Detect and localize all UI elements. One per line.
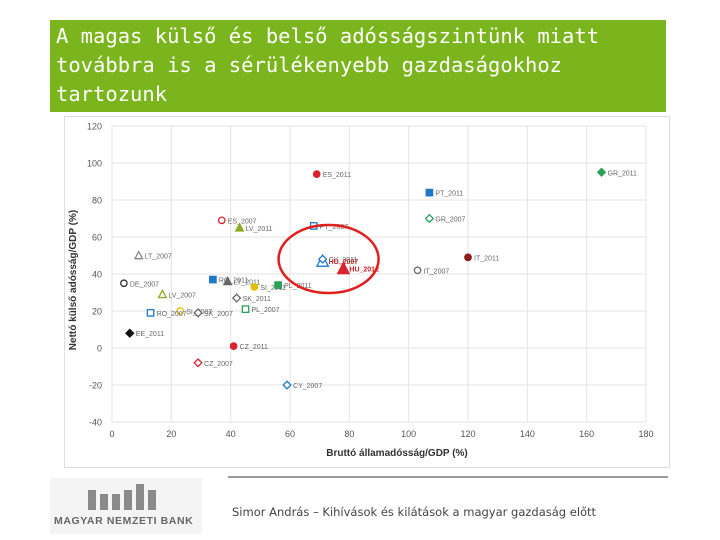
data-label: PT_2007: [320, 224, 349, 231]
slide-title: A magas külső és belső adósságszintünk m…: [56, 24, 600, 106]
data-point: [336, 261, 351, 275]
data-label: CZ_2007: [204, 361, 233, 368]
data-label: SK_2011: [243, 296, 271, 303]
x-tick-label: 140: [520, 429, 535, 439]
chart-frame: [64, 116, 670, 468]
data-point: [274, 281, 282, 289]
data-point: [231, 293, 242, 303]
x-tick-label: 160: [579, 429, 594, 439]
data-point: [234, 222, 245, 232]
y-tick-label: 120: [87, 122, 102, 132]
data-label: PT_2011: [435, 191, 463, 198]
data-label: SI_2011: [260, 285, 286, 292]
data-point: [176, 307, 185, 315]
x-tick-label: 80: [344, 429, 354, 439]
data-point: [222, 276, 233, 286]
x-tick-label: 100: [401, 429, 416, 439]
data-label: ES_2011: [323, 172, 351, 179]
x-tick-label: 20: [166, 429, 176, 439]
data-label: PL_2007: [252, 307, 280, 314]
data-label: GR_2007: [435, 217, 465, 224]
data-label: LV_2011: [246, 226, 273, 233]
data-point: [120, 279, 128, 288]
footer-text: Simor András – Kihívások és kilátások a …: [232, 505, 597, 519]
data-label: GR_2011: [608, 170, 638, 177]
data-label: DE_2007: [130, 281, 159, 288]
data-label: RO_2007: [157, 311, 187, 318]
data-label: LT_2011: [234, 279, 261, 286]
data-point: [464, 253, 472, 262]
data-point: [317, 254, 328, 264]
y-tick-label: 20: [92, 307, 102, 317]
data-point: [193, 358, 203, 368]
data-label: IT_2007: [424, 268, 450, 275]
data-point: [133, 250, 144, 260]
data-label: CY_2011: [329, 257, 358, 264]
y-tick-label: 100: [87, 159, 102, 169]
x-axis-label: Bruttó államadósság/GDP (%): [326, 448, 468, 459]
y-tick-label: 60: [92, 233, 102, 243]
y-axis-label: Nettó külső adósság/GDP (%): [68, 210, 79, 350]
data-point: [157, 288, 168, 299]
data-point: [217, 216, 226, 225]
data-point: [282, 380, 292, 390]
data-label: LT_2007: [145, 254, 172, 261]
data-point: [209, 275, 217, 284]
title-bar: A magas külső és belső adósságszintünk m…: [50, 20, 666, 112]
y-tick-label: -40: [89, 418, 102, 428]
data-label: CY_2007: [293, 383, 322, 390]
data-point: [425, 188, 434, 197]
data-label: SK_2007: [204, 311, 233, 318]
data-point: [241, 305, 250, 313]
data-point: [413, 266, 422, 275]
data-point: [596, 167, 607, 177]
data-label: RO_2011: [219, 278, 249, 285]
data-label: EE_2011: [136, 331, 164, 338]
y-tick-label: 40: [92, 270, 102, 280]
data-label: IT_2011: [474, 255, 499, 262]
mnb-logo-icon: [88, 484, 156, 510]
data-point: [146, 308, 155, 317]
data-label: LV_2007: [168, 292, 196, 299]
x-tick-label: 120: [460, 429, 475, 439]
x-tick-label: 40: [226, 429, 236, 439]
footer-divider: [228, 476, 668, 478]
data-point: [312, 170, 321, 178]
y-tick-label: 80: [92, 196, 102, 206]
y-tick-label: 0: [97, 344, 102, 354]
data-point: [193, 308, 203, 318]
data-label: HU_2012: [349, 266, 379, 273]
scatter-chart: -40 -20 0 20 40 60 80 100 120 0 20 40 60 80 100 120 140 1…: [68, 122, 654, 460]
y-tick-label: -20: [89, 381, 102, 391]
logo-text: MAGYAR NEMZETI BANK: [54, 515, 194, 527]
x-tick-label: 0: [109, 429, 114, 439]
data-point: [424, 213, 435, 224]
x-tick-label: 180: [638, 429, 653, 439]
highlight-circle: [277, 223, 380, 295]
data-point: [250, 283, 259, 291]
data-point: [125, 328, 135, 338]
data-label: CZ_2011: [240, 344, 268, 351]
data-point: [229, 342, 238, 350]
x-tick-label: 60: [285, 429, 295, 439]
data-label: ES_2007: [228, 218, 257, 225]
